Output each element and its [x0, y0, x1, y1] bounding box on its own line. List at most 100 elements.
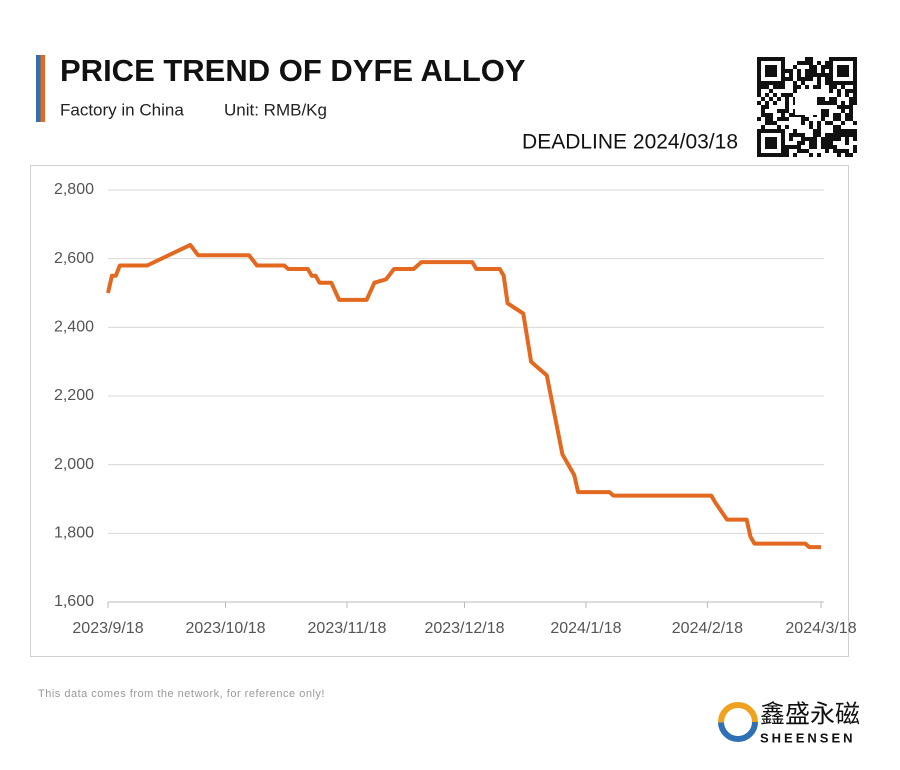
qr-cell: [785, 93, 789, 97]
qr-cell: [829, 89, 833, 93]
qr-cell: [809, 61, 813, 65]
qr-cell: [841, 129, 845, 133]
qr-cell: [853, 97, 857, 101]
qr-cell: [797, 141, 801, 145]
qr-cell: [853, 149, 857, 153]
y-tick-label: 2,400: [54, 319, 94, 336]
qr-cell: [853, 89, 857, 93]
qr-cell: [773, 93, 777, 97]
qr-cell: [769, 121, 773, 125]
qr-cell: [801, 121, 805, 125]
qr-cell: [841, 109, 845, 113]
qr-cell: [849, 117, 853, 121]
qr-cell: [769, 65, 773, 69]
qr-cell: [829, 85, 833, 89]
qr-cell: [817, 129, 821, 133]
qr-cell: [845, 105, 849, 109]
qr-cell: [765, 69, 769, 73]
qr-cell: [757, 137, 761, 141]
qr-cell: [757, 61, 761, 65]
qr-cell: [757, 93, 761, 97]
qr-cell: [825, 113, 829, 117]
qr-cell: [757, 89, 761, 93]
qr-cell: [817, 97, 821, 101]
qr-cell: [849, 113, 853, 117]
qr-cell: [797, 145, 801, 149]
qr-cell: [853, 61, 857, 65]
qr-cell: [817, 153, 821, 157]
qr-cell: [769, 117, 773, 121]
qr-cell: [829, 145, 833, 149]
qr-cell: [829, 97, 833, 101]
qr-cell: [765, 93, 769, 97]
qr-cell: [813, 65, 817, 69]
qr-cell: [833, 125, 837, 129]
qr-cell: [781, 109, 785, 113]
qr-cell: [769, 153, 773, 157]
qr-cell: [853, 145, 857, 149]
qr-cell: [837, 89, 841, 93]
qr-cell: [841, 81, 845, 85]
qr-cell: [817, 101, 821, 105]
qr-cell: [793, 129, 797, 133]
qr-cell: [801, 149, 805, 153]
qr-cell: [777, 57, 781, 61]
qr-cell: [841, 105, 845, 109]
qr-cell: [769, 69, 773, 73]
qr-cell: [785, 77, 789, 81]
qr-cell: [765, 105, 769, 109]
qr-cell: [837, 81, 841, 85]
qr-cell: [761, 125, 765, 129]
qr-cell: [821, 117, 825, 121]
y-tick-label: 2,800: [54, 181, 94, 198]
logo: 鑫盛永磁 SHEENSEN: [718, 701, 860, 745]
qr-cell: [809, 77, 813, 81]
qr-cell: [821, 137, 825, 141]
x-tick-label: 2023/12/18: [424, 620, 504, 637]
qr-cell: [829, 73, 833, 77]
qr-cell: [841, 85, 845, 89]
qr-cell: [825, 121, 829, 125]
qr-cell: [833, 57, 837, 61]
qr-cell: [845, 89, 849, 93]
qr-cell: [785, 153, 789, 157]
qr-cell: [781, 137, 785, 141]
qr-cell: [825, 145, 829, 149]
qr-cell: [817, 85, 821, 89]
qr-cell: [785, 125, 789, 129]
qr-cell: [821, 113, 825, 117]
brand-latin: SHEENSEN: [760, 730, 856, 745]
qr-cell: [845, 141, 849, 145]
qr-cell: [769, 73, 773, 77]
qr-cell: [817, 73, 821, 77]
qr-cell: [781, 141, 785, 145]
qr-cell: [777, 125, 781, 129]
qr-cell: [853, 73, 857, 77]
qr-cell: [817, 125, 821, 129]
qr-cell: [829, 81, 833, 85]
qr-cell: [789, 137, 793, 141]
plot-frame: [30, 165, 849, 657]
qr-cell: [849, 97, 853, 101]
qr-cell: [765, 113, 769, 117]
qr-cell: [829, 133, 833, 137]
qr-cell: [829, 101, 833, 105]
x-tick-label: 2023/10/18: [185, 620, 265, 637]
qr-cell: [833, 133, 837, 137]
price-line: [106, 242, 821, 550]
qr-cell: [765, 73, 769, 77]
qr-cell: [817, 81, 821, 85]
qr-cell: [793, 85, 797, 89]
y-tick-label: 1,600: [54, 593, 94, 610]
qr-cell: [845, 93, 849, 97]
x-tick-label: 2023/11/18: [308, 620, 387, 637]
qr-cell: [849, 89, 853, 93]
qr-cell: [781, 65, 785, 69]
deadline: DEADLINE 2024/03/18: [522, 131, 738, 154]
qr-cell: [797, 149, 801, 153]
qr-cell: [769, 81, 773, 85]
qr-cell: [853, 77, 857, 81]
qr-cell: [841, 101, 845, 105]
qr-cell: [761, 113, 765, 117]
qr-cell: [833, 81, 837, 85]
